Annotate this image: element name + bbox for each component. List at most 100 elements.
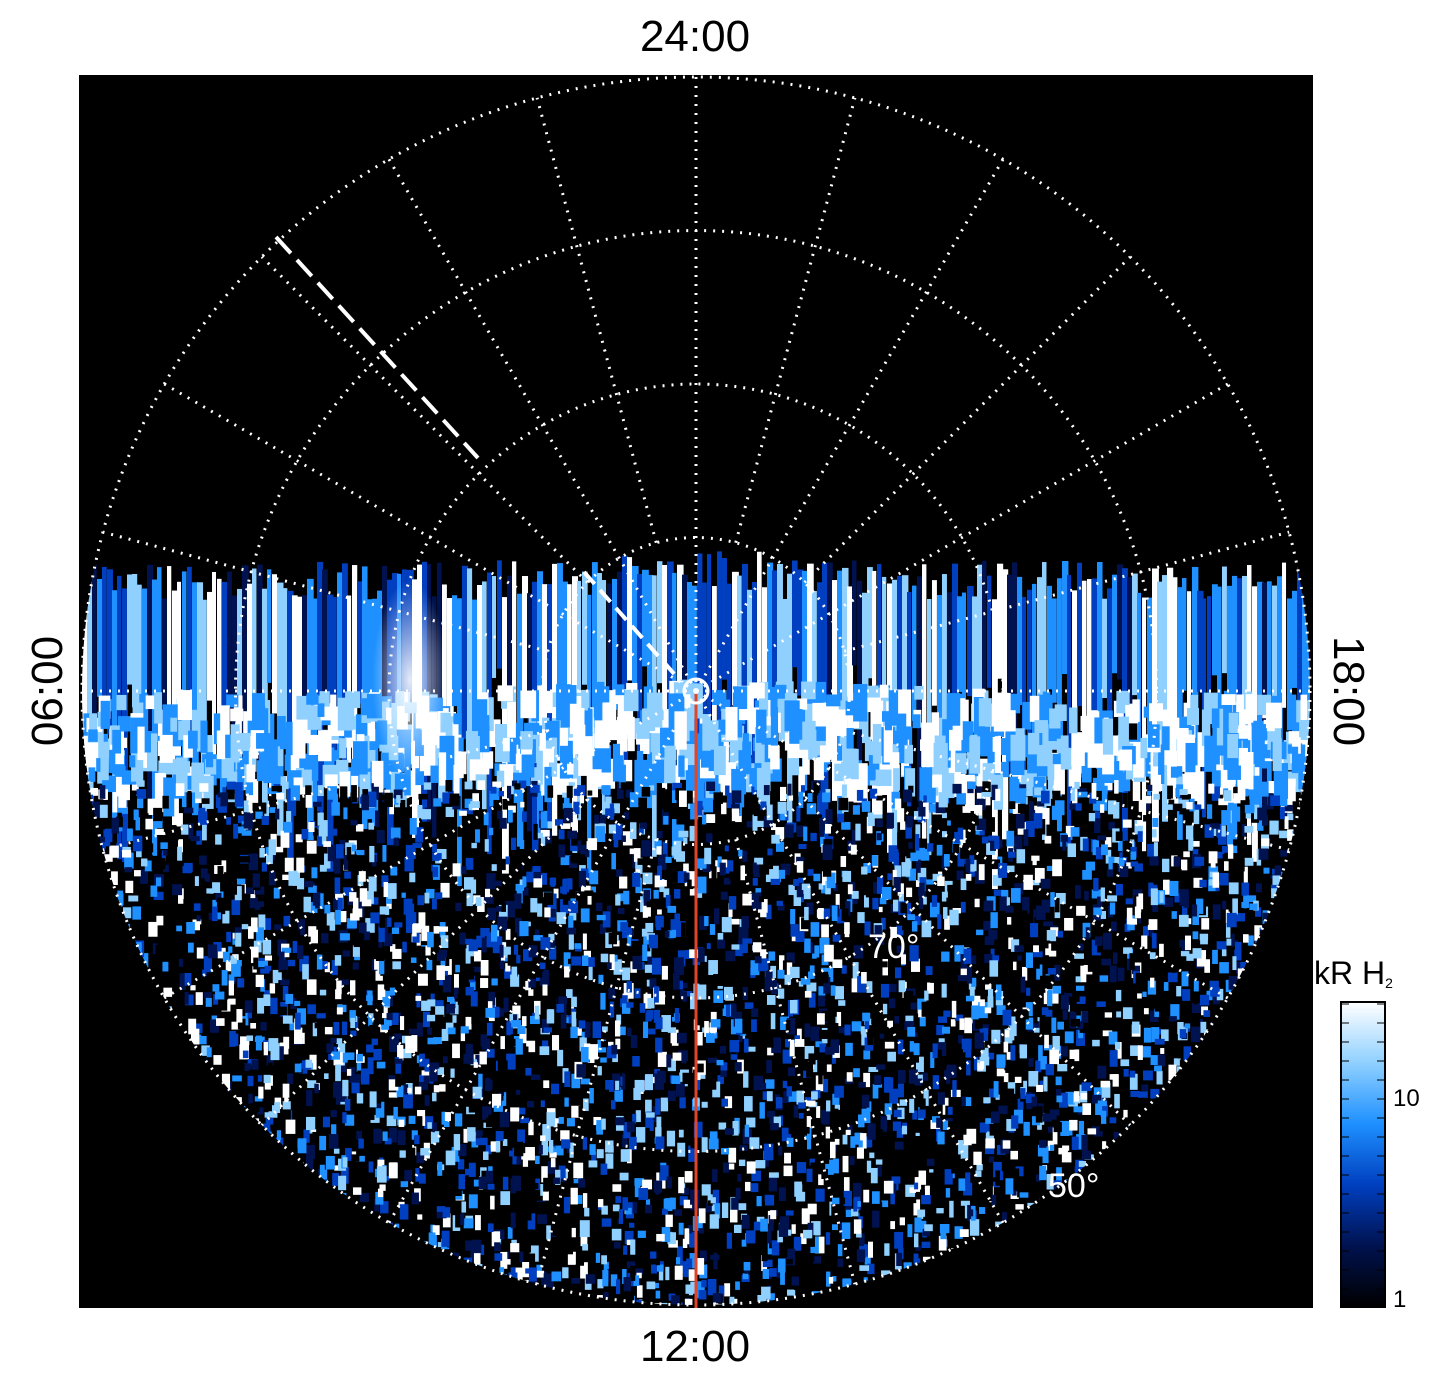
emission-speckle	[596, 914, 606, 921]
emission-speckle	[936, 982, 942, 995]
emission-speckle	[804, 990, 812, 998]
emission-speckle	[280, 978, 290, 986]
emission-streak	[1302, 568, 1308, 730]
emission-speckle	[1216, 851, 1223, 859]
emission-band-patch	[1190, 694, 1199, 725]
emission-speckle	[371, 783, 379, 800]
emission-speckle	[790, 836, 797, 853]
emission-speckle	[697, 836, 707, 849]
emission-speckle	[255, 811, 263, 819]
emission-speckle	[432, 1122, 438, 1133]
emission-speckle	[620, 782, 630, 790]
emission-speckle	[830, 1254, 835, 1261]
emission-band-patch	[1118, 716, 1129, 751]
emission-speckle	[198, 807, 206, 814]
emission-speckle	[417, 973, 428, 986]
emission-speckle	[832, 831, 841, 839]
emission-band-patch	[544, 766, 552, 803]
emission-speckle	[796, 806, 801, 822]
emission-band-patch	[845, 700, 856, 716]
emission-speckle	[818, 1029, 828, 1039]
emission-speckle	[434, 1014, 444, 1027]
emission-speckle	[841, 965, 847, 974]
emission-speckle	[806, 1116, 811, 1133]
emission-speckle	[926, 879, 934, 885]
emission-speckle	[447, 1027, 456, 1035]
emission-speckle	[476, 1130, 483, 1137]
emission-speckle	[956, 790, 966, 805]
emission-speckle	[437, 848, 447, 860]
emission-speckle	[418, 793, 428, 800]
emission-speckle	[232, 1075, 242, 1082]
emission-speckle	[195, 992, 203, 1005]
emission-speckle	[268, 839, 276, 856]
emission-streak	[197, 582, 204, 752]
emission-band-patch	[546, 690, 556, 714]
emission-speckle	[972, 885, 979, 901]
emission-band-patch	[931, 712, 939, 748]
emission-band-patch	[1052, 753, 1067, 765]
emission-speckle	[1044, 835, 1052, 844]
emission-speckle	[1028, 1058, 1034, 1067]
emission-speckle	[622, 831, 633, 846]
emission-band-patch	[592, 746, 609, 770]
emission-speckle	[482, 1106, 492, 1120]
emission-speckle	[356, 1093, 364, 1104]
emission-speckle	[713, 974, 720, 980]
emission-speckle	[532, 798, 537, 812]
emission-speckle	[264, 800, 270, 817]
emission-streak	[107, 569, 113, 735]
emission-band-patch	[837, 700, 853, 712]
emission-streak	[207, 591, 214, 701]
emission-speckle	[340, 786, 348, 802]
emission-band-patch	[520, 690, 537, 719]
emission-speckle	[571, 1011, 577, 1027]
emission-band-patch	[636, 722, 650, 739]
emission-speckle	[1110, 921, 1117, 932]
emission-speckle	[438, 926, 449, 932]
emission-speckle	[918, 1170, 927, 1185]
emission-speckle	[303, 896, 311, 913]
emission-speckle	[1160, 913, 1168, 920]
emission-speckle	[1137, 831, 1143, 843]
emission-speckle	[505, 856, 511, 865]
emission-speckle	[900, 821, 906, 830]
emission-speckle	[701, 1101, 708, 1108]
emission-band-patch	[1010, 734, 1026, 761]
emission-speckle	[183, 899, 194, 914]
emission-speckle	[1207, 804, 1213, 819]
emission-speckle	[662, 1208, 669, 1215]
emission-speckle	[743, 1038, 749, 1053]
emission-speckle	[779, 786, 787, 802]
emission-speckle	[853, 1182, 862, 1197]
emission-streak	[1292, 590, 1299, 688]
emission-speckle	[1091, 782, 1097, 799]
emission-speckle	[655, 921, 661, 931]
emission-speckle	[1084, 890, 1089, 901]
emission-speckle	[1093, 878, 1099, 892]
emission-speckle	[1062, 1010, 1068, 1020]
emission-speckle	[665, 1214, 673, 1227]
emission-speckle	[282, 1101, 291, 1110]
emission-band-patch	[371, 760, 384, 793]
emission-speckle	[163, 987, 173, 997]
emission-band-patch	[188, 730, 198, 749]
emission-speckle	[1225, 897, 1230, 914]
emission-streak	[997, 563, 1004, 679]
emission-speckle	[442, 1207, 451, 1218]
emission-band-patch	[973, 696, 984, 737]
emission-speckle	[782, 1080, 788, 1089]
emission-speckle	[1082, 878, 1089, 884]
emission-band-patch	[242, 750, 249, 765]
emission-streak	[187, 566, 192, 758]
emission-speckle	[1143, 1008, 1149, 1015]
emission-speckle	[1097, 835, 1107, 841]
emission-speckle	[231, 1021, 240, 1030]
emission-speckle	[1285, 1310, 1292, 1322]
emission-speckle	[1268, 781, 1275, 794]
emission-speckle	[310, 929, 318, 944]
emission-speckle	[1153, 793, 1160, 800]
emission-speckle	[316, 1013, 326, 1019]
emission-streak	[87, 575, 94, 822]
emission-speckle	[490, 1195, 495, 1210]
